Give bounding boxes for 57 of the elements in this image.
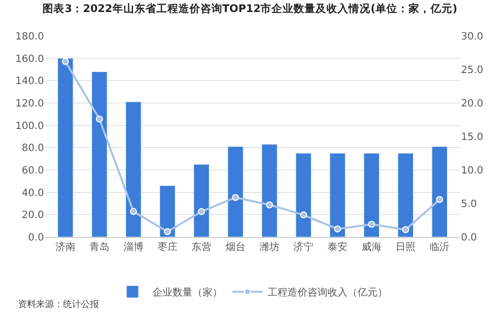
y2-tick-label: 20.0 [461, 98, 484, 110]
x-tick-label: 潍坊 [260, 241, 280, 253]
point [368, 220, 376, 228]
point [164, 228, 171, 236]
bar [432, 146, 448, 237]
point [130, 208, 137, 216]
y-tick-label: 20.0 [22, 210, 44, 222]
point [266, 201, 274, 208]
bar [398, 153, 414, 237]
y2-tick-label: 25.0 [461, 65, 484, 76]
bar [262, 144, 278, 237]
x-tick-label: 泰安 [328, 241, 348, 253]
x-tick-label: 济宁 [294, 241, 314, 253]
point [198, 208, 205, 216]
chart-title: 图表3：2022年山东省工程造价咨询TOP12市企业数量及收入情况(单位：家，亿元) [42, 2, 458, 16]
bar [228, 146, 244, 237]
y2-tick-label: 10.0 [461, 166, 484, 176]
point [436, 196, 444, 203]
point [300, 211, 308, 218]
bar [126, 102, 142, 237]
legend-label: 工程造价咨询收入（亿元） [268, 286, 388, 299]
y-tick-label: 0.0 [28, 232, 44, 244]
x-tick-label: 日照 [396, 242, 416, 253]
bar [58, 58, 74, 237]
x-tick-label: 枣庄 [157, 241, 178, 253]
x-tick-label: 烟台 [225, 241, 246, 253]
point [62, 58, 69, 65]
y-tick-label: 160.0 [15, 54, 44, 65]
bar [364, 153, 380, 237]
y-tick-label: 100.0 [15, 120, 44, 132]
x-tick-label: 临沂 [430, 241, 450, 253]
bar [296, 153, 312, 237]
bar [92, 71, 108, 237]
y2-tick-label: 30.0 [461, 32, 484, 42]
y-tick-label: 40.0 [22, 188, 44, 199]
point [402, 226, 410, 234]
y-tick-label: 80.0 [22, 143, 44, 154]
y-tick-label: 140.0 [15, 76, 44, 88]
x-tick-label: 威海 [362, 241, 382, 253]
point [96, 116, 103, 123]
x-tick-label: 济南 [55, 241, 76, 253]
y2-tick-label: 15.0 [461, 132, 484, 143]
y-tick-label: 120.0 [15, 98, 44, 110]
y-tick-label: 60.0 [22, 166, 44, 176]
text: 资料来源：统计公报 [18, 299, 99, 310]
y2-tick-label: 5.0 [461, 199, 477, 210]
x-tick-label: 青岛 [89, 241, 110, 253]
bar [330, 153, 346, 237]
x-tick-label: 淄博 [123, 241, 144, 253]
point [232, 194, 239, 201]
y2-tick-label: 0.0 [461, 232, 477, 244]
bar [160, 185, 176, 237]
point [334, 225, 342, 232]
legend-label: 企业数量（家） [152, 286, 222, 299]
x-tick-label: 东营 [191, 241, 212, 253]
bar [194, 164, 210, 237]
y-tick-label: 180.0 [15, 32, 44, 42]
